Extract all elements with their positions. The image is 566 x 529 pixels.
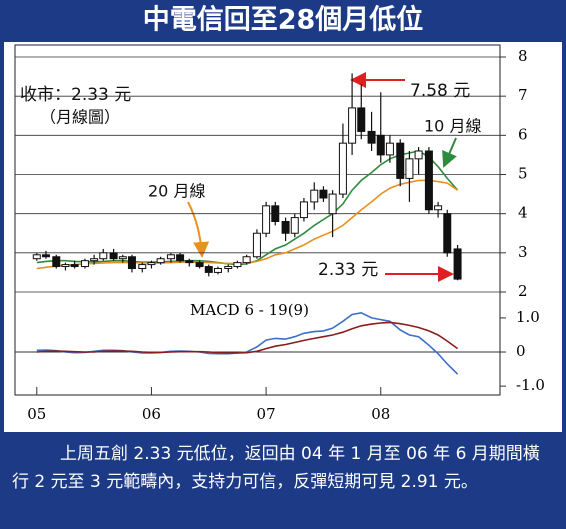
candle-body	[52, 256, 61, 268]
candle-body	[118, 256, 127, 260]
y-tick-label: -1.0	[516, 376, 545, 394]
candle-body	[138, 264, 147, 270]
plot-background	[4, 42, 562, 432]
candle-body	[70, 264, 79, 268]
candle-body	[453, 248, 462, 280]
annotation: 收市：2.33 元	[20, 85, 131, 105]
candle-body	[185, 260, 194, 264]
candle-body	[271, 205, 280, 222]
candle-body	[299, 201, 308, 219]
candle-body	[213, 268, 222, 273]
y-tick-label: 2	[518, 282, 528, 300]
y-tick-label: 0	[516, 342, 526, 360]
candle-body	[156, 258, 165, 264]
annotation: 2.33 元	[318, 260, 378, 280]
ma-line	[36, 321, 459, 354]
annotation: （月線圖）	[40, 108, 120, 127]
candle-body	[176, 254, 185, 262]
candle-body	[443, 213, 452, 254]
candle-body	[281, 221, 290, 234]
x-tick-label: 08	[371, 405, 390, 423]
arrow	[187, 201, 210, 258]
candle-body	[376, 134, 385, 156]
candle-body	[147, 262, 156, 266]
y-tick-label: 6	[518, 125, 528, 143]
candle-body	[166, 254, 175, 260]
candle-body	[357, 107, 366, 132]
annotation: 7.58 元	[410, 81, 470, 101]
candle-body	[224, 266, 233, 269]
candle-body	[242, 256, 251, 264]
y-tick-label: 3	[518, 243, 528, 261]
candle-body	[338, 142, 347, 195]
candle-body	[319, 189, 328, 199]
candle-body	[109, 252, 118, 260]
title: 中電信回至28個月低位	[143, 4, 424, 36]
candle-body	[310, 189, 319, 203]
x-tick-label: 07	[257, 405, 276, 423]
panel-title: MACD 6 - 19(9)	[190, 301, 309, 319]
candle-body	[61, 264, 70, 268]
caption: 上周五創 2.33 元低位，返回由 04 年 1 月至 06 年 6 月期間橫行…	[12, 444, 540, 492]
y-tick-label: 4	[518, 204, 528, 222]
candle-body	[385, 142, 394, 156]
candle-body	[434, 205, 443, 211]
x-tick-label: 06	[142, 405, 161, 423]
y-tick-label: 1.0	[516, 308, 540, 326]
candle-body	[204, 266, 213, 273]
candle-body	[414, 150, 423, 160]
candle-body	[367, 130, 376, 144]
candle-body	[41, 254, 50, 258]
y-tick-label: 5	[518, 165, 528, 183]
candle-body	[424, 150, 433, 211]
annotation: 20 月線	[148, 182, 205, 201]
y-tick-label: 7	[518, 86, 528, 104]
candle-body	[262, 205, 271, 234]
candle-body	[99, 252, 108, 260]
annotation: 10 月線	[424, 117, 481, 136]
candle-body	[290, 217, 299, 234]
y-tick-label: 8	[518, 47, 528, 65]
candle-body	[90, 258, 99, 262]
arrow	[442, 137, 457, 168]
candle-body	[195, 262, 204, 268]
plot-frame	[14, 44, 501, 396]
candle-body	[233, 262, 242, 268]
candle-body	[348, 107, 357, 144]
x-tick-label: 05	[27, 405, 46, 423]
candle-body	[252, 232, 261, 258]
candle-body	[32, 254, 41, 260]
candle-body	[80, 260, 89, 268]
candle-body	[127, 256, 136, 269]
candle-body	[396, 142, 405, 179]
candle-body	[405, 158, 414, 179]
candle-body	[328, 193, 337, 215]
